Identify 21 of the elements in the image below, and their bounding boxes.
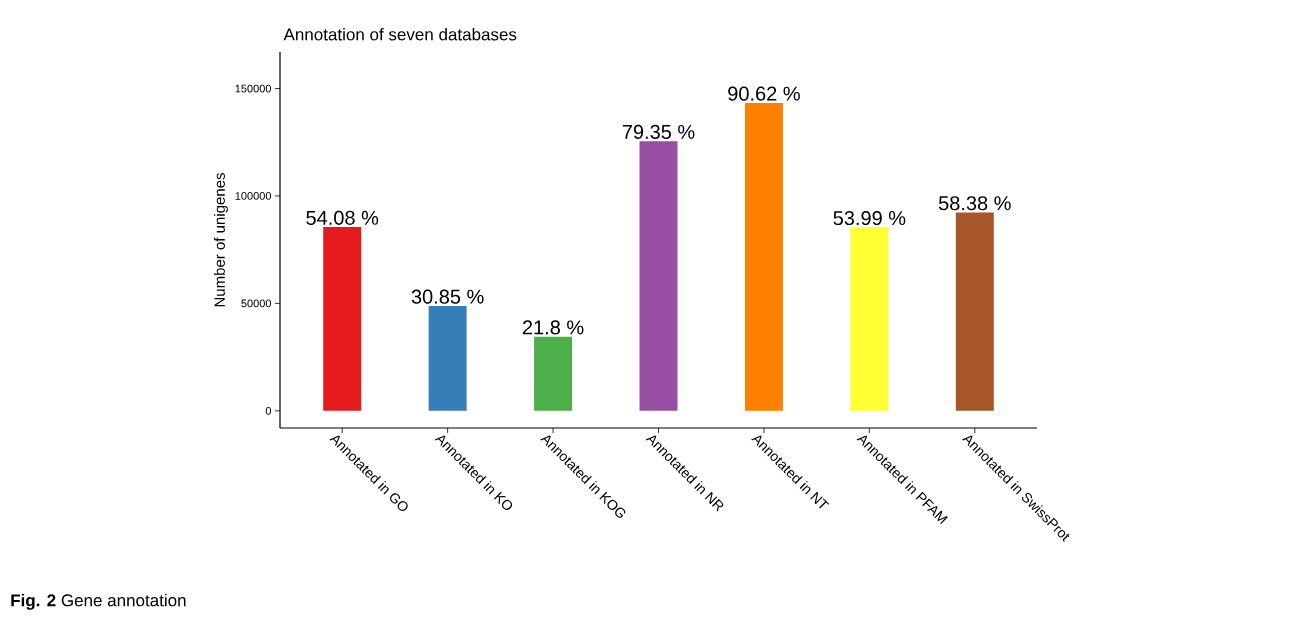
y-tick-label: 100000	[235, 192, 272, 200]
text: Fig. 2 Gene annotation	[11, 593, 186, 610]
annotation: 90.62 %	[728, 86, 800, 101]
bar	[428, 305, 467, 411]
bar	[850, 227, 889, 411]
annotation: 30.85 %	[411, 289, 484, 304]
bar	[534, 336, 573, 411]
y-tick-label: 50000	[241, 299, 272, 308]
chart-title: Annotation of seven databases	[283, 27, 517, 41]
annotation: 21.8 %	[522, 320, 584, 335]
annotation: 54.08 %	[306, 210, 379, 225]
y-axis-title: Number of unigenes	[213, 173, 228, 307]
bar	[639, 141, 678, 411]
annotation: 79.35 %	[622, 124, 695, 139]
y-tick-label: 0	[265, 406, 272, 415]
annotation: 53.99 %	[833, 210, 906, 226]
bar	[955, 212, 994, 411]
bar	[744, 102, 783, 411]
bar	[323, 227, 362, 411]
annotation: 58.38 %	[938, 196, 1011, 211]
y-tick-label: 150000	[235, 84, 272, 93]
